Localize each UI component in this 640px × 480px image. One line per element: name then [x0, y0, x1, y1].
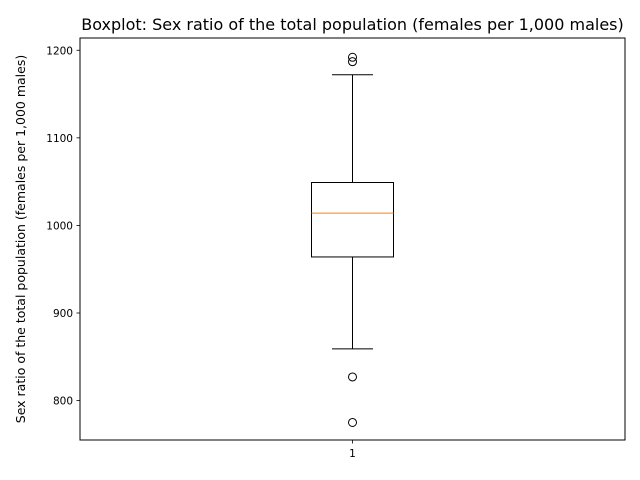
chart-marks — [311, 52, 394, 427]
plot-frame — [79, 37, 626, 441]
y-axis-label: Sex ratio of the total population (femal… — [13, 55, 28, 423]
iqr-box — [311, 182, 394, 258]
outlier-point — [348, 372, 357, 382]
x-tick-label: 1 — [349, 448, 356, 460]
x-axis: 1 — [349, 440, 356, 460]
y-axis: 800 900 1000 1100 1200 — [46, 45, 80, 408]
y-tick-label: 800 — [53, 396, 73, 408]
outlier-point — [348, 57, 357, 67]
outlier-point — [348, 52, 357, 62]
y-tick-label: 900 — [53, 308, 73, 320]
y-tick-label: 1200 — [46, 45, 73, 57]
outlier-point — [348, 417, 357, 427]
y-tick-label: 1000 — [46, 220, 73, 232]
chart-title: Boxplot: Sex ratio of the total populati… — [81, 15, 624, 34]
y-tick-label: 1100 — [46, 133, 73, 145]
